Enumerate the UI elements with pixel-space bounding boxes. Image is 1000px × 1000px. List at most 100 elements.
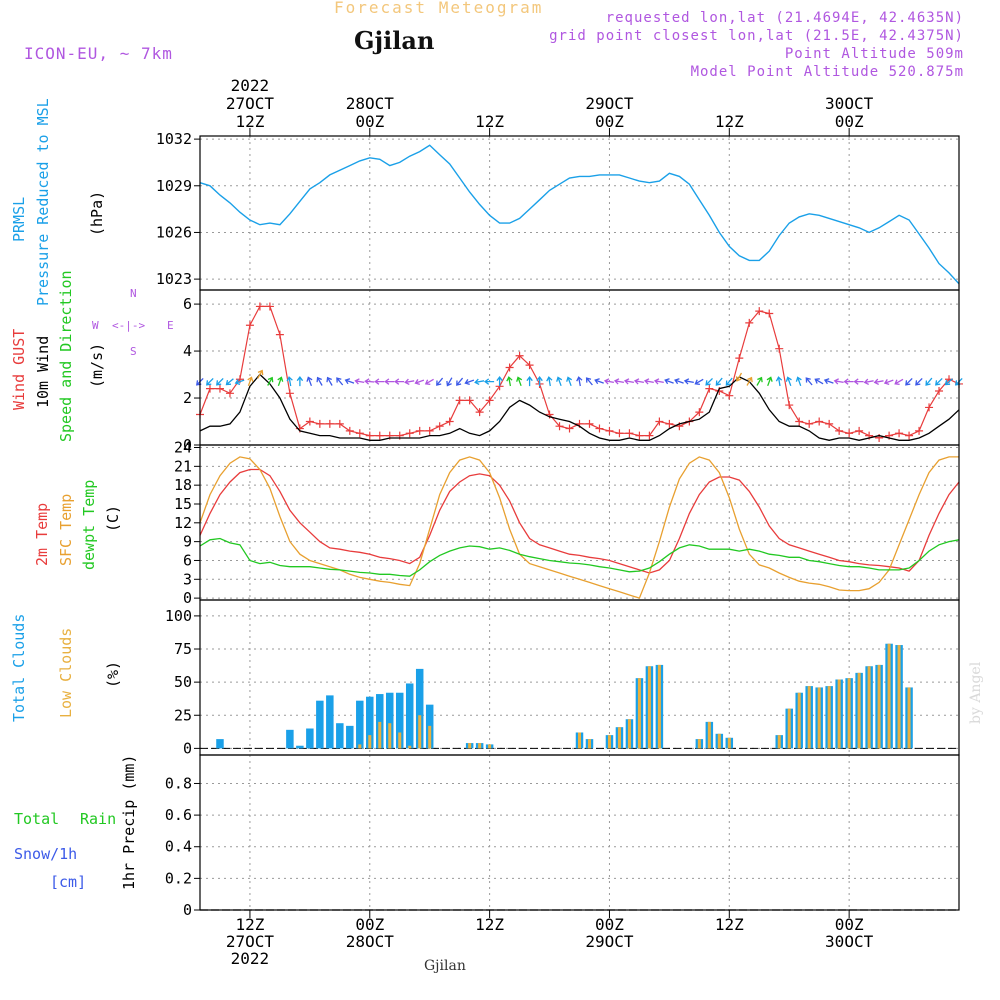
gust-marker	[635, 431, 644, 440]
wind-direction-arrow	[833, 378, 844, 385]
pressure-label-prmsl: PRMSL	[10, 196, 28, 242]
panel-frame	[199, 754, 960, 911]
wind-direction-arrow	[823, 378, 834, 385]
y-tick-label: 1029	[156, 177, 192, 195]
gust-marker	[835, 426, 844, 435]
wind-direction-arrow	[756, 376, 763, 386]
pressure-line	[199, 144, 960, 285]
gust-marker	[225, 389, 234, 398]
low-cloud-bar	[368, 735, 372, 749]
total-cloud-bar	[395, 692, 404, 749]
wind-direction-arrow	[436, 377, 444, 386]
place-name: Gjilan	[354, 26, 435, 55]
gust-marker	[265, 302, 274, 311]
precip-rain-label: Rain	[80, 810, 117, 828]
y-tick-label: 75	[174, 640, 192, 658]
bottom-time-label: 12Z	[475, 915, 504, 934]
wind-direction-arrow	[234, 379, 245, 386]
gust-marker	[745, 318, 754, 327]
gust-marker	[405, 429, 414, 438]
top-time-label: 30OCT	[825, 94, 874, 113]
y-tick-label: 0	[183, 739, 192, 757]
wind-direction-arrow	[795, 376, 802, 387]
wind-direction-arrow	[935, 377, 943, 386]
total-cloud-bar	[376, 694, 384, 749]
wind-direction-arrow	[546, 376, 553, 387]
low-cloud-bar	[418, 715, 422, 749]
compass-north: N	[130, 287, 137, 300]
wind-direction-arrow	[603, 378, 615, 385]
gust-marker	[915, 426, 924, 435]
wind-direction-arrow	[506, 376, 513, 387]
wind-direction-arrow	[705, 377, 713, 386]
wind-direction-arrow	[725, 377, 733, 386]
wind-direction-arrow	[883, 379, 894, 386]
y-tick-label: 21	[174, 457, 192, 475]
gust-marker	[815, 417, 824, 426]
requested-coordinates: requested lon,lat (21.4694E, 42.4635N)	[605, 10, 964, 26]
wind-direction-arrow	[474, 378, 485, 385]
top-time-label: 00Z	[595, 112, 624, 131]
low-cloud-bar	[587, 739, 591, 749]
gust-marker	[895, 429, 904, 438]
y-tick-label: 1032	[156, 130, 192, 148]
precip-snow-label: Snow/1h	[14, 845, 78, 863]
gust-marker	[455, 396, 464, 405]
gust-marker	[755, 307, 764, 316]
watermark: by Angel	[968, 661, 984, 724]
temp-2m-label: 2m Temp	[33, 502, 51, 566]
gust-marker	[415, 426, 424, 435]
y-tick-label: 0.8	[165, 774, 192, 792]
wind-direction-arrow	[653, 378, 664, 385]
wind-direction-arrow	[206, 377, 214, 386]
wind-direction-arrow	[326, 376, 333, 386]
low-cloud-bar	[717, 733, 721, 749]
wind-direction-arrow	[526, 376, 533, 387]
wind-direction-arrow	[464, 379, 475, 386]
bottom-time-label: 2022	[231, 949, 270, 968]
wind-direction-arrow	[394, 378, 405, 385]
gust-marker	[665, 419, 674, 428]
gust-marker	[325, 419, 334, 428]
low-cloud-bar	[637, 678, 641, 749]
low-cloud-bar	[907, 687, 911, 749]
y-tick-label: 1026	[156, 223, 192, 241]
low-cloud-bar	[398, 732, 402, 749]
gust-marker	[215, 384, 224, 393]
wind-direction-arrow	[905, 377, 913, 386]
wind-direction-arrow	[944, 378, 953, 386]
wind-direction-arrow	[814, 378, 824, 385]
gust-marker	[255, 302, 264, 311]
gust-marker	[525, 361, 534, 370]
low-cloud-bar	[797, 692, 801, 749]
y-tick-label: 0	[183, 901, 192, 919]
gust-marker	[345, 426, 354, 435]
top-time-label: 2022	[231, 76, 270, 95]
gust-marker	[625, 429, 634, 438]
total-clouds-label: Total Clouds	[10, 613, 28, 722]
gust-marker	[515, 351, 524, 360]
y-tick-label: 100	[165, 607, 192, 625]
low-cloud-bar	[877, 664, 881, 749]
y-tick-label: 24	[174, 439, 192, 457]
gust-marker	[795, 417, 804, 426]
wind-direction-arrow	[556, 376, 563, 387]
gust-marker	[925, 403, 934, 412]
wind-direction-arrow	[336, 377, 344, 386]
y-tick-label: 0	[183, 589, 192, 607]
wind-direction-arrow	[594, 378, 604, 385]
model-altitude: Model Point Altitude 520.875m	[690, 64, 964, 80]
low-cloud-bar	[388, 723, 392, 749]
bottom-time-label: 00Z	[355, 915, 384, 934]
precip-snow-unit-label: [cm]	[50, 873, 87, 891]
gust-marker	[825, 419, 834, 428]
total-cloud-bar	[415, 668, 424, 749]
gust-marker	[615, 429, 624, 438]
wind-direction-arrow	[516, 376, 523, 387]
total-cloud-bar	[296, 745, 304, 749]
gust-marker	[475, 408, 484, 417]
temp-unit-label: (C)	[104, 504, 122, 532]
wind-direction-arrow	[446, 377, 453, 387]
